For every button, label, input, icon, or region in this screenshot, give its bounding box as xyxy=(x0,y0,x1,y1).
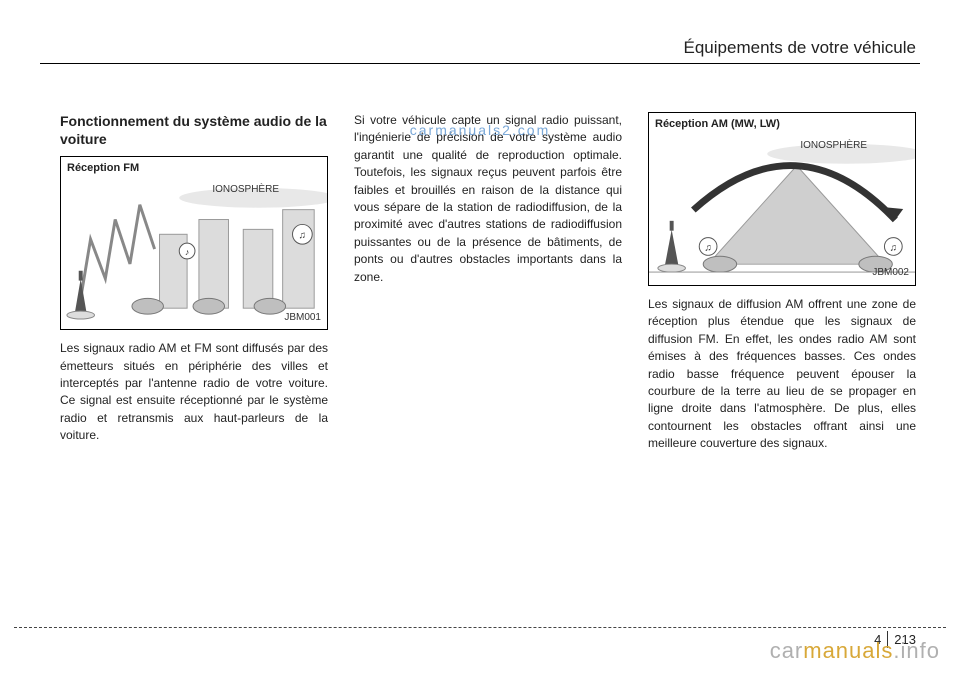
column-3: Réception AM (MW, LW) IONOSPHÈRE xyxy=(648,112,916,452)
figure-am: Réception AM (MW, LW) IONOSPHÈRE xyxy=(648,112,916,286)
content-columns: Fonctionnement du système audio de la vo… xyxy=(60,112,916,452)
ionosphere-label-am: IONOSPHÈRE xyxy=(800,139,867,154)
wm-info: .info xyxy=(893,638,940,663)
column-1: Fonctionnement du système audio de la vo… xyxy=(60,112,328,452)
wm-manuals: manuals xyxy=(803,638,893,663)
svg-text:♪: ♪ xyxy=(185,247,189,257)
column-2: Si votre véhicule capte un signal radio … xyxy=(354,112,622,452)
col1-para1: Les signaux radio AM et FM sont diffusés… xyxy=(60,340,328,444)
col3-para1: Les signaux de diffusion AM offrent une … xyxy=(648,296,916,453)
figure-fm-body: IONOSPHÈRE xyxy=(61,179,327,329)
figure-fm-svg: ♪ ♫ xyxy=(61,179,327,329)
figure-am-body: IONOSPHÈRE ♫ xyxy=(649,135,915,285)
svg-text:♫: ♫ xyxy=(299,231,306,242)
figure-am-title: Réception AM (MW, LW) xyxy=(649,113,915,135)
col2-para1: Si votre véhicule capte un signal radio … xyxy=(354,112,622,286)
header-rule xyxy=(40,63,920,64)
footer-dashed-line xyxy=(14,627,946,628)
watermark-bottom: carmanuals.info xyxy=(770,638,940,664)
header-title: Équipements de votre véhicule xyxy=(684,38,916,58)
figure-fm-title: Réception FM xyxy=(61,157,327,179)
figure-am-svg: ♫ ♫ xyxy=(649,135,915,285)
section-title: Fonctionnement du système audio de la vo… xyxy=(60,112,328,148)
figure-fm-code: JBM001 xyxy=(284,311,321,326)
figure-am-code: JBM002 xyxy=(872,266,909,281)
figure-fm: Réception FM IONOSPHÈRE xyxy=(60,156,328,330)
svg-text:♫: ♫ xyxy=(704,242,711,253)
wm-car: car xyxy=(770,638,804,663)
watermark-top: carmanuals2.com xyxy=(410,122,551,138)
ionosphere-label: IONOSPHÈRE xyxy=(212,183,279,198)
svg-text:♫: ♫ xyxy=(890,242,897,253)
